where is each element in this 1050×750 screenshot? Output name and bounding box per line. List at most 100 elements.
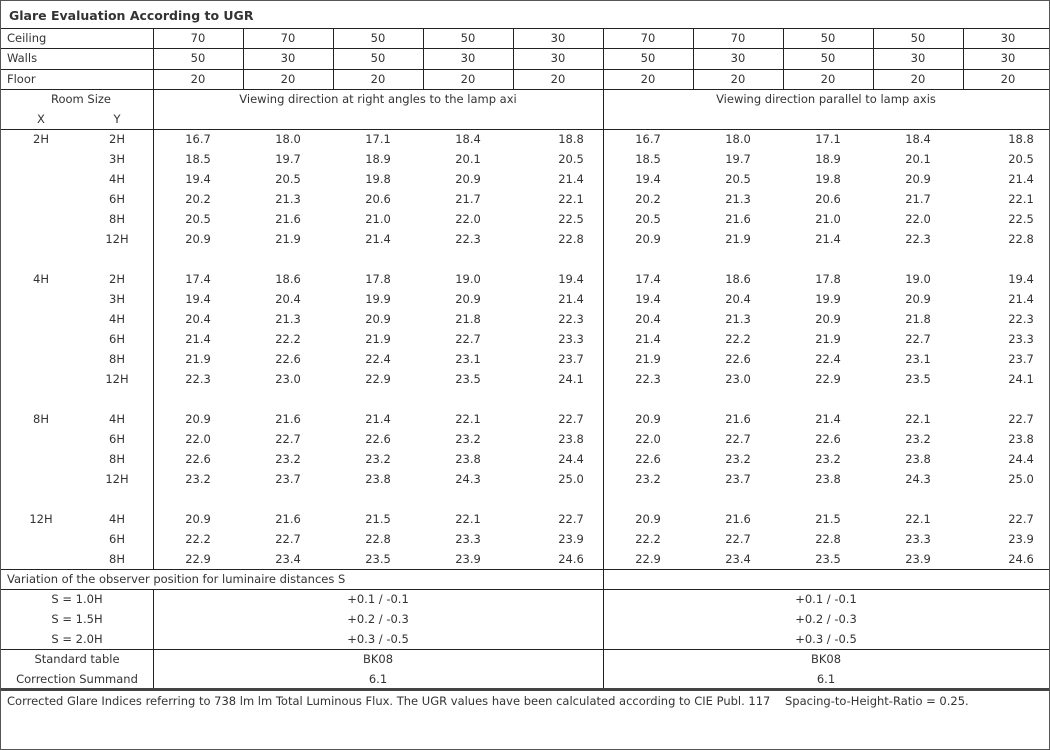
room-size-y: 6H	[109, 192, 125, 206]
ugr-value: 22.9	[365, 372, 391, 386]
ugr-value: 22.6	[185, 452, 211, 466]
ugr-value: 22.9	[815, 372, 841, 386]
reflectance-value: 30	[730, 51, 746, 66]
room-size-y: 6H	[109, 532, 125, 546]
ugr-value: 22.6	[815, 432, 841, 446]
ugr-value: 22.7	[1008, 412, 1034, 426]
ugr-value: 20.5	[558, 152, 584, 166]
ugr-value: 18.4	[905, 132, 931, 146]
reflectance-value: 30	[1000, 31, 1016, 45]
ugr-value: 23.1	[455, 352, 481, 366]
ugr-value: 20.9	[365, 312, 391, 326]
reflectance-value: 50	[190, 51, 206, 66]
room-size-y: 8H	[109, 452, 125, 466]
variation-right: +0.2 / -0.3	[795, 612, 857, 626]
ugr-value: 21.3	[275, 192, 301, 206]
ugr-value: 17.8	[365, 272, 391, 286]
divider	[603, 89, 604, 689]
ugr-value: 23.9	[1008, 532, 1034, 546]
ugr-value: 24.6	[1008, 552, 1034, 566]
ugr-value: 23.2	[455, 432, 481, 446]
divider	[1, 688, 1049, 691]
ugr-value: 19.4	[635, 172, 661, 186]
ugr-value: 22.6	[275, 352, 301, 366]
ugr-value: 21.3	[725, 192, 751, 206]
divider	[1, 68, 1049, 70]
room-size-y: 8H	[109, 552, 125, 566]
ugr-value: 16.7	[635, 132, 661, 146]
reflectance-value: 20	[190, 71, 206, 86]
reflectance-label-ceiling: Ceiling	[7, 31, 47, 45]
ugr-value: 21.3	[275, 312, 301, 326]
ugr-value: 21.6	[725, 412, 751, 426]
ugr-value: 18.6	[725, 272, 751, 286]
reflectance-value: 50	[820, 31, 836, 45]
ugr-value: 17.1	[815, 132, 841, 146]
ugr-value: 21.8	[905, 312, 931, 326]
reflectance-value: 20	[640, 71, 656, 86]
ugr-value: 23.8	[815, 472, 841, 486]
ugr-value: 23.8	[558, 432, 584, 446]
ugr-value: 23.3	[1008, 332, 1034, 346]
room-size-y: 2H	[109, 272, 125, 286]
ugr-value: 18.8	[558, 132, 584, 146]
ugr-value: 21.9	[635, 352, 661, 366]
ugr-value: 23.5	[905, 372, 931, 386]
ugr-value: 22.0	[905, 212, 931, 226]
ugr-value: 23.8	[455, 452, 481, 466]
ugr-value: 24.3	[905, 472, 931, 486]
divider	[693, 28, 694, 89]
ugr-value: 21.4	[1008, 172, 1034, 186]
ugr-value: 22.1	[905, 512, 931, 526]
ugr-value: 22.9	[635, 552, 661, 566]
room-size-y: 3H	[109, 152, 125, 166]
ugr-value: 21.0	[365, 212, 391, 226]
ugr-value: 22.4	[365, 352, 391, 366]
ugr-value: 23.7	[275, 472, 301, 486]
ugr-value: 20.9	[905, 172, 931, 186]
divider	[513, 28, 514, 89]
ugr-value: 23.2	[905, 432, 931, 446]
ugr-value: 21.9	[815, 332, 841, 346]
ugr-value: 22.4	[815, 352, 841, 366]
ugr-value: 17.8	[815, 272, 841, 286]
divider	[1, 589, 1049, 590]
ugr-value: 20.9	[815, 312, 841, 326]
ugr-value: 23.2	[815, 452, 841, 466]
reflectance-value: 30	[280, 51, 296, 66]
correction-summand-right: 6.1	[816, 672, 836, 686]
reflectance-value: 50	[460, 31, 476, 45]
ugr-value: 21.4	[365, 412, 391, 426]
room-size-y: 12H	[105, 232, 129, 246]
ugr-value: 20.6	[365, 192, 391, 206]
ugr-value: 21.4	[558, 292, 584, 306]
ugr-value: 23.3	[905, 532, 931, 546]
divider	[1, 569, 1049, 570]
reflectance-value: 50	[820, 51, 836, 66]
ugr-value: 18.9	[815, 152, 841, 166]
ugr-value: 18.6	[275, 272, 301, 286]
room-size-y: 2H	[109, 132, 125, 146]
ugr-value: 23.9	[905, 552, 931, 566]
ugr-value: 23.8	[905, 452, 931, 466]
ugr-value: 21.4	[1008, 292, 1034, 306]
reflectance-value: 70	[280, 31, 296, 45]
ugr-value: 21.6	[275, 412, 301, 426]
ugr-value: 21.5	[365, 512, 391, 526]
standard-table-label: Standard table	[34, 652, 120, 666]
ugr-value: 22.3	[185, 372, 211, 386]
correction-summand-left: 6.1	[368, 672, 388, 686]
ugr-value: 23.2	[365, 452, 391, 466]
room-size-x: 8H	[33, 412, 49, 426]
reflectance-value: 20	[550, 71, 566, 86]
ugr-value: 24.1	[1008, 372, 1034, 386]
ugr-value: 23.4	[725, 552, 751, 566]
ugr-value: 20.9	[185, 512, 211, 526]
ugr-value: 21.3	[725, 312, 751, 326]
ugr-value: 20.5	[635, 212, 661, 226]
divider	[963, 28, 964, 89]
ugr-value: 23.5	[815, 552, 841, 566]
room-size-x: 12H	[29, 512, 53, 526]
ugr-value: 21.4	[635, 332, 661, 346]
ugr-value: 19.4	[558, 272, 584, 286]
